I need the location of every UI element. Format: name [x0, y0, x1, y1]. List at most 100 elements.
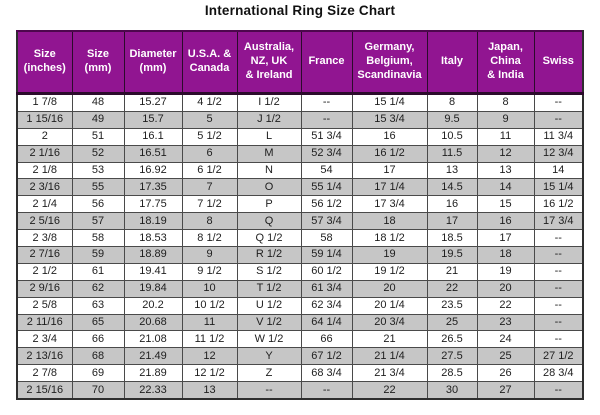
- table-cell: 2 1/8: [16, 161, 73, 180]
- table-cell: 52 3/4: [300, 144, 353, 163]
- table-cell: 20: [476, 279, 535, 298]
- table-row: 2 1/8 53 16.92 6 1/2 N 54 17 13 13 14: [16, 161, 584, 180]
- table-cell: 13: [181, 381, 238, 400]
- table-cell: 18: [351, 212, 428, 231]
- table-cell: 51 3/4: [300, 127, 353, 146]
- table-cell: 21 3/4: [351, 364, 428, 383]
- table-cell: 2 3/16: [16, 178, 73, 197]
- table-cell: 8: [476, 93, 535, 112]
- table-cell: 20 1/4: [351, 296, 428, 315]
- table-cell: 55: [71, 178, 125, 197]
- table-cell: 8 1/2: [181, 229, 238, 248]
- table-row: 2 5/8 63 20.2 10 1/2 U 1/2 62 3/4 20 1/4 23.5 22…: [16, 296, 584, 315]
- table-cell: 6: [181, 144, 238, 163]
- table-cell: 15.7: [123, 110, 183, 129]
- table-cell: 21.49: [123, 347, 183, 366]
- table-cell: 18.53: [123, 229, 183, 248]
- table-cell: 54: [300, 161, 353, 180]
- column-header: Australia, NZ, UK & Ireland: [236, 30, 302, 95]
- table-cell: 56: [71, 195, 125, 214]
- table-cell: 2 1/16: [16, 144, 73, 163]
- table-cell: 23.5: [426, 296, 478, 315]
- table-cell: 12 3/4: [533, 144, 584, 163]
- table-cell: 8: [181, 212, 238, 231]
- table-cell: 59: [71, 246, 125, 264]
- table-cell: 51: [71, 127, 125, 146]
- table-cell: 10 1/2: [181, 296, 238, 315]
- table-cell: 63: [71, 296, 125, 315]
- table-cell: 2 7/8: [16, 364, 73, 383]
- table-row: 2 15/16 70 22.33 13 -- -- 22 30 27 --: [16, 381, 584, 400]
- table-cell: 70: [71, 381, 125, 400]
- table-cell: 62: [71, 279, 125, 298]
- table-cell: 19.84: [123, 279, 183, 298]
- table-cell: 17 1/4: [351, 178, 428, 197]
- table-cell: 23: [476, 313, 535, 332]
- table-row: 1 15/16 49 15.7 5 J 1/2 -- 15 3/4 9.5 9 --: [16, 110, 584, 129]
- table-cell: 25: [476, 347, 535, 366]
- table-cell: 17.35: [123, 178, 183, 197]
- table-cell: 58: [71, 229, 125, 248]
- table-cell: 19: [351, 246, 428, 264]
- table-cell: 66: [71, 330, 125, 349]
- table-cell: --: [533, 381, 584, 400]
- table-cell: 9.5: [426, 110, 478, 129]
- table-cell: 15 3/4: [351, 110, 428, 129]
- table-cell: 2 1/2: [16, 262, 73, 281]
- table-cell: --: [533, 246, 584, 264]
- table-cell: --: [300, 381, 353, 400]
- table-row: 2 1/16 52 16.51 6 M 52 3/4 16 1/2 11.5 12 12 3/4: [16, 144, 584, 163]
- table-row: 2 11/16 65 20.68 11 V 1/2 64 1/4 20 3/4 25 23 --: [16, 313, 584, 332]
- table-row: 2 13/16 68 21.49 12 Y 67 1/2 21 1/4 27.5 25 27 1/…: [16, 347, 584, 366]
- table-cell: 67 1/2: [300, 347, 353, 366]
- table-cell: 15 1/4: [351, 93, 428, 112]
- table-cell: 16 1/2: [533, 195, 584, 214]
- table-cell: --: [533, 330, 584, 349]
- table-cell: --: [533, 279, 584, 298]
- table-cell: 5 1/2: [181, 127, 238, 146]
- column-header: Japan, China & India: [476, 30, 535, 95]
- table-cell: 17: [351, 161, 428, 180]
- table-cell: 16.1: [123, 127, 183, 146]
- table-cell: W 1/2: [236, 330, 302, 349]
- table-cell: V 1/2: [236, 313, 302, 332]
- table-cell: 18 1/2: [351, 229, 428, 248]
- table-cell: 26: [476, 364, 535, 383]
- table-cell: P: [236, 195, 302, 214]
- table-cell: 4 1/2: [181, 93, 238, 112]
- table-cell: 64 1/4: [300, 313, 353, 332]
- table-cell: --: [300, 110, 353, 129]
- table-cell: 15.27: [123, 93, 183, 112]
- table-cell: 10.5: [426, 127, 478, 146]
- table-cell: T 1/2: [236, 279, 302, 298]
- table-cell: Q: [236, 212, 302, 231]
- table-cell: 11: [181, 313, 238, 332]
- table-row: 2 3/16 55 17.35 7 O 55 1/4 17 1/4 14.5 14 15 1/4: [16, 178, 584, 197]
- table-cell: 17.75: [123, 195, 183, 214]
- table-cell: 2 3/8: [16, 229, 73, 248]
- table-cell: 14: [533, 161, 584, 180]
- table-cell: --: [533, 93, 584, 112]
- table-cell: 21: [426, 262, 478, 281]
- table-row: 2 5/16 57 18.19 8 Q 57 3/4 18 17 16 17 3/4: [16, 212, 584, 231]
- table-row: 2 1/2 61 19.41 9 1/2 S 1/2 60 1/2 19 1/2 21 19 --: [16, 262, 584, 281]
- table-cell: 26.5: [426, 330, 478, 349]
- table-cell: 2 9/16: [16, 279, 73, 298]
- table-cell: 16 1/2: [351, 144, 428, 163]
- table-cell: 7: [181, 178, 238, 197]
- table-cell: 20.2: [123, 296, 183, 315]
- table-cell: 10: [181, 279, 238, 298]
- table-cell: 20.68: [123, 313, 183, 332]
- table-body: 1 7/8 48 15.27 4 1/2 I 1/2 -- 15 1/4 8 8 -- 1 15/1…: [16, 93, 584, 400]
- table-cell: 2 7/16: [16, 246, 73, 264]
- table-cell: 19.41: [123, 262, 183, 281]
- table-row: 2 7/8 69 21.89 12 1/2 Z 68 3/4 21 3/4 28.5 26 28 …: [16, 364, 584, 383]
- table-cell: 28 3/4: [533, 364, 584, 383]
- table-cell: 17: [476, 229, 535, 248]
- table-cell: 11.5: [426, 144, 478, 163]
- table-cell: 53: [71, 161, 125, 180]
- table-cell: 5: [181, 110, 238, 129]
- table-cell: 2 1/4: [16, 195, 73, 214]
- table-cell: 65: [71, 313, 125, 332]
